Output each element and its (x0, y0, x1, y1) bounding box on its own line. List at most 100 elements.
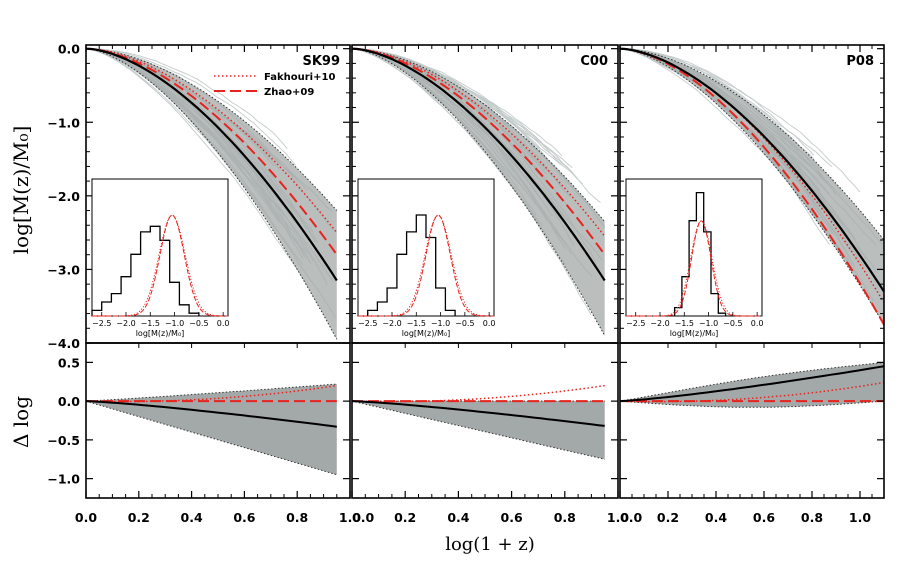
y-tick-label: −2.0 (47, 189, 80, 204)
band-lower-edge (620, 48, 884, 325)
inset-tick-label: −1.5 (141, 319, 160, 328)
individual-track (86, 48, 309, 287)
x-tick-label: 0.6 (233, 510, 255, 525)
inset-tick-label: −1.5 (675, 319, 694, 328)
median-curve (86, 47, 338, 282)
delta-median (351, 400, 605, 427)
scatter-band (620, 48, 884, 325)
x-tick-label: 0.6 (501, 510, 523, 525)
inset-x-label: log[M(z)/M₀] (402, 329, 451, 338)
y-tick-label: −3.0 (47, 262, 80, 277)
inset-gauss-fakhouri (626, 220, 762, 317)
x-tick-label: 0.0 (75, 510, 97, 525)
inset-tick-label: −0.5 (455, 319, 474, 328)
x-tick-label: 1.0 (607, 510, 629, 525)
legend: Fakhouri+10 Zhao+09 (214, 72, 335, 98)
y-tick-label: 0.0 (58, 42, 80, 57)
inset-tick-label: −2.5 (626, 319, 645, 328)
inset-tick-label: −1.0 (165, 319, 184, 328)
inset-tick-label: −1.0 (431, 319, 450, 328)
inset-tick-label: 0.0 (483, 319, 496, 328)
scatter-band (86, 48, 337, 340)
inset: −2.5 −2.0 −1.5 −1.0 −0.5 0.0 log[M(z)/M₀] (91, 178, 230, 338)
inset-tick-label: −2.0 (382, 319, 401, 328)
zhao-curve (352, 47, 606, 256)
x-tick-label: 0.4 (181, 510, 203, 525)
inset-histogram (367, 214, 456, 316)
y-axis-label-delta: Δ log (9, 396, 33, 448)
legend-label-fakhouri: Fakhouri+10 (264, 72, 335, 83)
x-tick-label: 0.2 (657, 510, 679, 525)
median-curve (352, 47, 606, 282)
top-plot-area (86, 47, 338, 340)
inset-gauss-zhao (358, 214, 494, 317)
x-tick-label: 0.8 (554, 510, 576, 525)
top-plot-area (352, 47, 606, 336)
x-tick-label: 0.4 (447, 510, 469, 525)
inset-tick-label: −0.5 (723, 319, 742, 328)
x-tick-label: 1.0 (339, 510, 361, 525)
panel-c00: 0.0 0.2 0.4 0.6 0.8 1.0 C00 −2.5 −2.0 −1.5 −1.0 −0.… (351, 44, 629, 525)
panel-sk99: 0.0 0.2 0.4 0.6 0.8 1.0 0.0 −1.0 −2.0 −3.0 −4.0 0.5… (47, 42, 361, 525)
inset-histogram (673, 191, 727, 316)
inset-frame (357, 178, 495, 317)
inset-tick-label: −2.0 (650, 319, 669, 328)
inset-histogram (91, 225, 200, 316)
individual-track (86, 48, 296, 166)
x-tick-label: 0.0 (620, 510, 642, 525)
y-tick-label: −4.0 (47, 336, 80, 351)
fakhouri-curve (352, 47, 606, 237)
y-tick-label-bottom: −1.0 (47, 472, 80, 487)
delta-band-lower-edge (85, 400, 337, 476)
inset-gauss-zhao (92, 214, 228, 317)
panel-label: C00 (580, 54, 608, 69)
panel-label: P08 (846, 54, 874, 69)
inset-x-label: log[M(z)/M₀] (670, 329, 719, 338)
bottom-frame (619, 342, 885, 499)
zhao-curve (620, 47, 884, 326)
x-tick-label: 0.8 (286, 510, 308, 525)
inset: −2.5 −2.0 −1.5 −1.0 −0.5 0.0 log[M(z)/M₀] (625, 178, 764, 338)
x-tick-label: 0.2 (394, 510, 416, 525)
delta-fakhouri (85, 384, 337, 403)
individual-track (86, 48, 288, 149)
band-upper-edge (620, 48, 884, 241)
x-tick-label: 0.4 (705, 510, 727, 525)
y-tick-label-bottom: −0.5 (47, 433, 80, 448)
inset: −2.5 −2.0 −1.5 −1.0 −0.5 0.0 log[M(z)/M₀] (357, 178, 496, 338)
inset-tick-label: −0.5 (189, 319, 208, 328)
y-axis-label-mass: log[M(z)/M₀] (9, 126, 33, 255)
delta-band-lower-edge (351, 400, 605, 460)
inset-tick-label: −2.5 (358, 319, 377, 328)
x-tick-label: 1.0 (849, 510, 871, 525)
inset-x-label: log[M(z)/M₀] (136, 329, 185, 338)
inset-tick-label: −2.0 (116, 319, 135, 328)
zhao-curve (86, 47, 338, 256)
inset-gauss-fakhouri (92, 214, 228, 317)
inset-tick-label: 0.0 (751, 319, 764, 328)
x-tick-label: 0.6 (753, 510, 775, 525)
y-tick-label-bottom: 0.5 (58, 355, 80, 370)
band-lower-edge (86, 48, 338, 340)
delta-band (352, 401, 605, 460)
inset-tick-label: −1.0 (699, 319, 718, 328)
y-tick-label: −1.0 (47, 115, 80, 130)
inset-frame (625, 178, 763, 317)
delta-band (86, 384, 337, 475)
top-plot-area (620, 47, 884, 326)
y-tick-label-bottom: 0.0 (58, 394, 80, 409)
band-lower-edge (352, 48, 606, 336)
band-upper-edge (86, 48, 338, 211)
delta-fakhouri (619, 381, 885, 403)
delta-band (620, 362, 884, 408)
x-tick-label: 0.2 (128, 510, 150, 525)
inset-frame (91, 178, 229, 317)
panels: 0.0 0.2 0.4 0.6 0.8 1.00.0−1.0−2.0−3.0−4.00.5… (47, 42, 885, 525)
inset-tick-label: 0.0 (217, 319, 230, 328)
delta-band-upper-edge (619, 361, 885, 402)
inset-tick-label: −1.5 (407, 319, 426, 328)
x-axis-label: log(1 + z) (445, 534, 535, 555)
panel-label: SK99 (302, 54, 340, 69)
